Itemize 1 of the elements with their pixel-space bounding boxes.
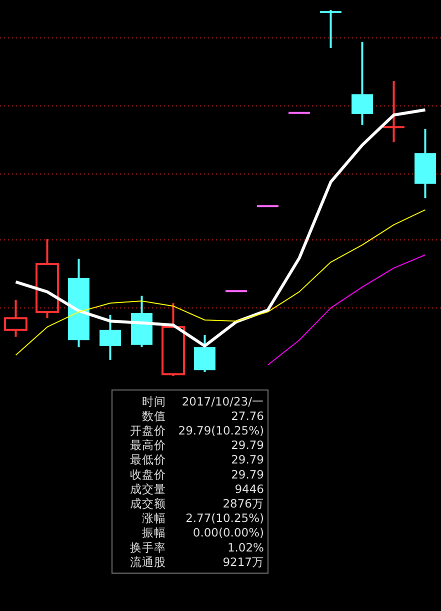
annotations: 时间 2017/10/23/一 数值 27.76 开盘价 29.79(10.25%) 最高价 29.79 最低价 29.79 收盘价 29.79 成交量 9446 成交额 2876万 涨幅 2.77(10.25%) 振幅 0.00(0.00%) 换手率 1.02% 流通股 9217万 (112, 390, 268, 574)
